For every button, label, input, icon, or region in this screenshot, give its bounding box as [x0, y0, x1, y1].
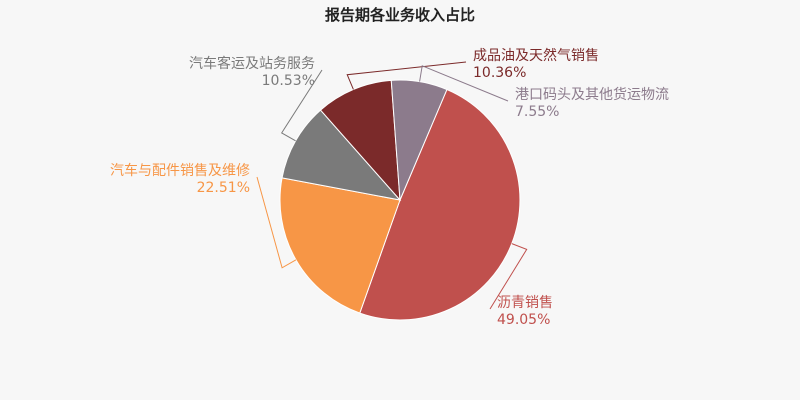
leader-line — [280, 69, 323, 142]
slice-percent-label: 10.53% — [262, 73, 315, 89]
slice-name-label: 汽车客运及站务服务 — [189, 55, 315, 72]
slice-percent-label: 10.36% — [473, 65, 526, 81]
chart-title: 报告期各业务收入占比 — [324, 6, 475, 24]
slice-name-label: 汽车与配件销售及维修 — [110, 162, 250, 179]
slice-name-label: 沥青销售 — [497, 295, 553, 311]
leader-line — [346, 61, 467, 90]
pie-slice — [319, 79, 401, 202]
pie-slice — [359, 88, 521, 321]
pie-slice — [281, 109, 402, 201]
pie-slice — [390, 79, 448, 201]
pie-slice — [279, 177, 401, 314]
slice-percent-label: 22.51% — [197, 180, 250, 196]
slice-name-label: 港口码头及其他货运物流 — [515, 86, 669, 103]
leader-line — [256, 176, 297, 269]
slice-percent-label: 49.05% — [497, 312, 550, 328]
slice-name-label: 成品油及天然气销售 — [473, 47, 599, 64]
slice-percent-label: 7.55% — [515, 104, 559, 120]
leader-line — [419, 65, 509, 102]
leader-line — [489, 243, 528, 310]
